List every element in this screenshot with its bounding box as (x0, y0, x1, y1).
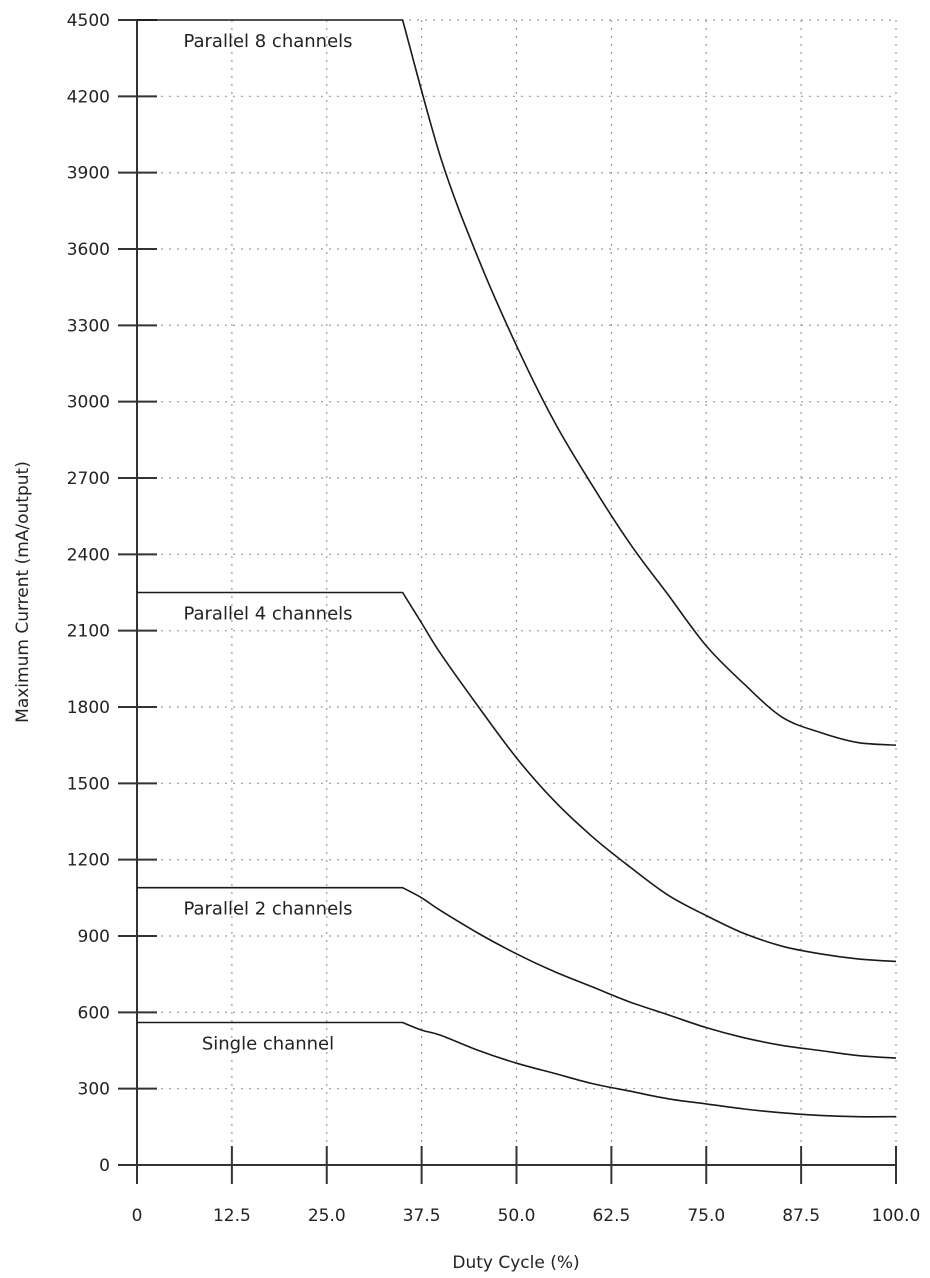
y-tick-label: 4200 (67, 87, 110, 107)
x-tick-label: 25.0 (308, 1206, 346, 1226)
y-tick-label: 0 (99, 1156, 110, 1176)
series-group (137, 19, 897, 1118)
y-tick-label: 2700 (67, 469, 110, 489)
series-line-single-channel (137, 1021, 897, 1118)
y-tick-label: 2100 (67, 622, 110, 642)
y-tick-label: 3000 (67, 393, 110, 413)
y-tick-label: 4500 (67, 11, 110, 31)
x-axis-title: Duty Cycle (%) (452, 1253, 579, 1273)
y-tick-label: 1500 (67, 774, 110, 794)
series-label-parallel-2-channels: Parallel 2 channels (183, 899, 352, 920)
x-tick-label: 100.0 (872, 1206, 921, 1226)
series-label-parallel-8-channels: Parallel 8 channels (183, 31, 352, 52)
y-tick-label: 3600 (67, 240, 110, 260)
y-tick-label: 1200 (67, 851, 110, 871)
x-tick-label: 62.5 (592, 1206, 630, 1226)
series-line-parallel-8-channels (137, 19, 897, 746)
y-tick-label: 2400 (67, 545, 110, 565)
y-tick-label: 600 (78, 1003, 110, 1023)
x-tick-label: 0 (132, 1206, 143, 1226)
x-tick-label: 12.5 (213, 1206, 251, 1226)
axes (118, 19, 897, 1184)
x-tick-label: 75.0 (687, 1206, 725, 1226)
y-tick-label: 3900 (67, 164, 110, 184)
labels: 0 300 600 900 1200 1500 1800 2100 2400 2700 3000 33… (67, 11, 921, 1226)
x-tick-label: 37.5 (403, 1206, 441, 1226)
y-axis-title: Maximum Current (mA/output) (13, 461, 33, 723)
y-tick-label: 1800 (67, 698, 110, 718)
series-label-single-channel: Single channel (202, 1034, 334, 1055)
series-line-parallel-2-channels (137, 886, 897, 1059)
y-tick-label: 300 (78, 1080, 110, 1100)
series-label-parallel-4-channels: Parallel 4 channels (183, 604, 352, 625)
x-tick-label: 87.5 (782, 1206, 820, 1226)
y-tick-label: 900 (78, 927, 110, 947)
series-line-parallel-4-channels (137, 591, 897, 963)
x-tick-label: 50.0 (498, 1206, 536, 1226)
y-tick-label: 3300 (67, 316, 110, 336)
